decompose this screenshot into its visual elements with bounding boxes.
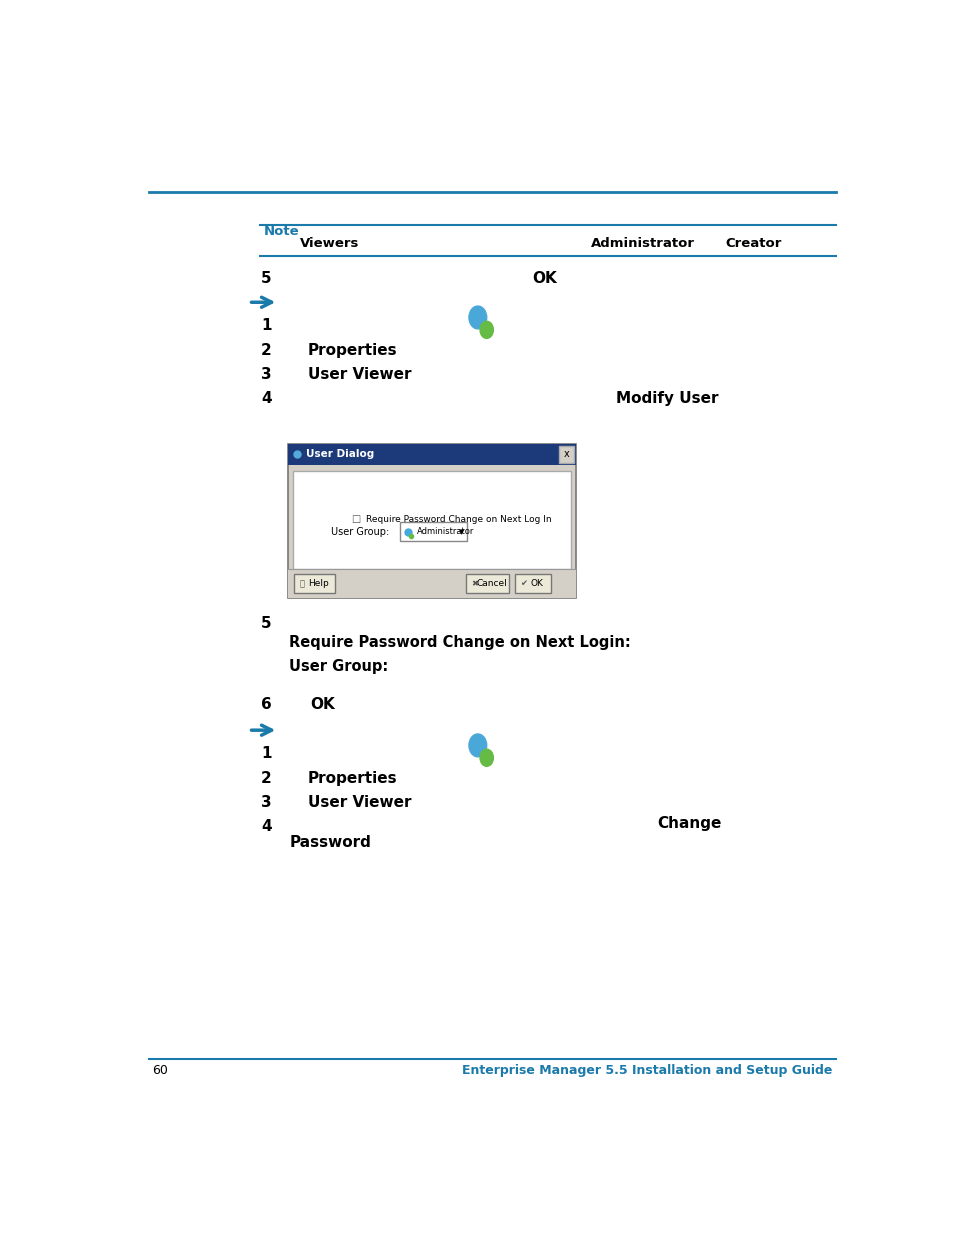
FancyBboxPatch shape [288, 443, 575, 598]
FancyBboxPatch shape [466, 574, 509, 593]
Text: □: □ [351, 514, 360, 524]
Circle shape [479, 750, 493, 766]
Text: Administrator: Administrator [416, 527, 474, 536]
Text: x: x [563, 450, 569, 459]
Text: OK: OK [310, 697, 335, 713]
Text: User Dialog: User Dialog [306, 450, 374, 459]
Text: ▼: ▼ [459, 529, 464, 535]
Text: 60: 60 [152, 1065, 169, 1077]
Text: 6: 6 [261, 697, 272, 713]
Text: 2: 2 [261, 343, 272, 358]
FancyBboxPatch shape [293, 471, 571, 569]
Text: Enterprise Manager 5.5 Installation and Setup Guide: Enterprise Manager 5.5 Installation and … [462, 1065, 832, 1077]
FancyBboxPatch shape [294, 574, 335, 593]
Text: Cancel: Cancel [476, 579, 506, 588]
Text: User Viewer: User Viewer [308, 795, 411, 810]
Circle shape [469, 306, 486, 329]
Text: 5: 5 [261, 270, 272, 287]
FancyBboxPatch shape [288, 443, 575, 464]
Text: User Group:: User Group: [331, 526, 389, 537]
Text: 1: 1 [261, 317, 272, 332]
Text: Require Password Change on Next Log In: Require Password Change on Next Log In [365, 515, 551, 524]
Text: 3: 3 [261, 367, 272, 382]
Text: User Viewer: User Viewer [308, 367, 411, 382]
Text: 4: 4 [261, 819, 272, 834]
Text: 1: 1 [261, 746, 272, 761]
Text: Administrator: Administrator [590, 237, 694, 249]
Circle shape [469, 734, 486, 757]
Text: Viewers: Viewers [300, 237, 359, 249]
Text: ✔: ✔ [519, 579, 526, 588]
FancyBboxPatch shape [558, 446, 574, 463]
Text: Modify User: Modify User [616, 390, 718, 406]
Text: User Group:: User Group: [289, 659, 388, 674]
Text: ❓: ❓ [299, 579, 304, 588]
Circle shape [479, 321, 493, 338]
FancyBboxPatch shape [288, 569, 575, 598]
Text: Properties: Properties [308, 771, 397, 787]
FancyBboxPatch shape [514, 574, 551, 593]
Text: 5: 5 [261, 616, 272, 631]
Text: Creator: Creator [724, 237, 781, 249]
FancyBboxPatch shape [400, 522, 466, 541]
Text: Require Password Change on Next Login:: Require Password Change on Next Login: [289, 635, 630, 650]
Text: 3: 3 [261, 795, 272, 810]
Text: OK: OK [530, 579, 542, 588]
Text: Change: Change [657, 816, 721, 831]
Text: Password: Password [289, 835, 371, 850]
Text: 2: 2 [261, 771, 272, 787]
Text: Properties: Properties [308, 343, 397, 358]
Text: 4: 4 [261, 390, 272, 406]
Text: Note: Note [263, 225, 298, 238]
Text: OK: OK [531, 270, 556, 287]
Text: Help: Help [308, 579, 328, 588]
Text: ✖: ✖ [471, 579, 478, 588]
